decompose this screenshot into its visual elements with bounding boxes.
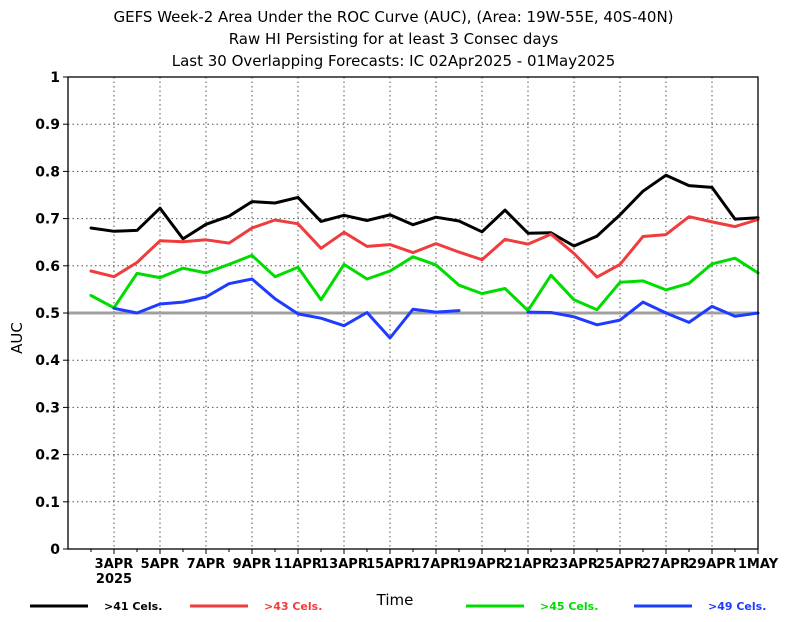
legend: >41 Cels. >43 Cels. >45 Cels. >49 Cels. xyxy=(30,600,766,613)
y-tick-label: 0.9 xyxy=(35,117,60,133)
x-tick-label: 29APR xyxy=(688,557,736,572)
series-line xyxy=(89,253,760,313)
series-line xyxy=(526,300,760,327)
x-tick-label: 15APR xyxy=(366,557,414,572)
x-tick-label: 21APR xyxy=(504,557,552,572)
y-axis-label: AUC xyxy=(8,322,26,354)
series-line xyxy=(112,277,461,340)
y-tick-label: 0.6 xyxy=(35,259,60,275)
y-tick-label: 0 xyxy=(50,542,60,558)
y-tick-label: 1 xyxy=(50,70,60,86)
y-tick-label: 0.7 xyxy=(35,212,60,228)
y-tick-label: 0.2 xyxy=(35,448,60,464)
y-tick-label: 0.4 xyxy=(35,353,60,369)
x-tick-label: 1MAY xyxy=(738,557,779,572)
y-tick-label: 0.8 xyxy=(35,164,60,180)
x-tick-label: 17APR xyxy=(412,557,460,572)
y-tick-label: 0.5 xyxy=(35,306,60,322)
series-line xyxy=(89,215,760,279)
x-axis-label: Time xyxy=(376,591,414,609)
x-tick-label: 23APR xyxy=(550,557,598,572)
y-axis-ticks: 0 0.1 0.2 0.3 0.4 0.5 0.6 0.7 0.8 0.9 1 xyxy=(35,70,68,558)
chart-title: GEFS Week-2 Area Under the ROC Curve (AU… xyxy=(113,8,674,26)
x-tick-label: 9APR xyxy=(233,557,272,572)
y-tick-label: 0.3 xyxy=(35,400,60,416)
chart-subtitle-2: Last 30 Overlapping Forecasts: IC 02Apr2… xyxy=(171,52,616,70)
series-line xyxy=(89,173,760,248)
x-tick-label: 27APR xyxy=(642,557,690,572)
x-tick-label: 25APR xyxy=(596,557,644,572)
legend-label: >43 Cels. xyxy=(264,600,322,613)
y-tick-label: 0.1 xyxy=(35,495,60,511)
x-tick-sublabel: 2025 xyxy=(96,572,132,587)
x-tick-label: 19APR xyxy=(458,557,506,572)
legend-label: >45 Cels. xyxy=(540,600,598,613)
legend-label: >49 Cels. xyxy=(708,600,766,613)
x-tick-label: 7APR xyxy=(187,557,226,572)
chart-subtitle-1: Raw HI Persisting for at least 3 Consec … xyxy=(228,30,559,48)
x-tick-label: 3APR xyxy=(95,557,134,572)
x-tick-label: 5APR xyxy=(141,557,180,572)
legend-label: >41 Cels. xyxy=(104,600,162,613)
series-layer xyxy=(89,173,760,340)
x-tick-label: 11APR xyxy=(274,557,322,572)
x-tick-label: 13APR xyxy=(320,557,368,572)
